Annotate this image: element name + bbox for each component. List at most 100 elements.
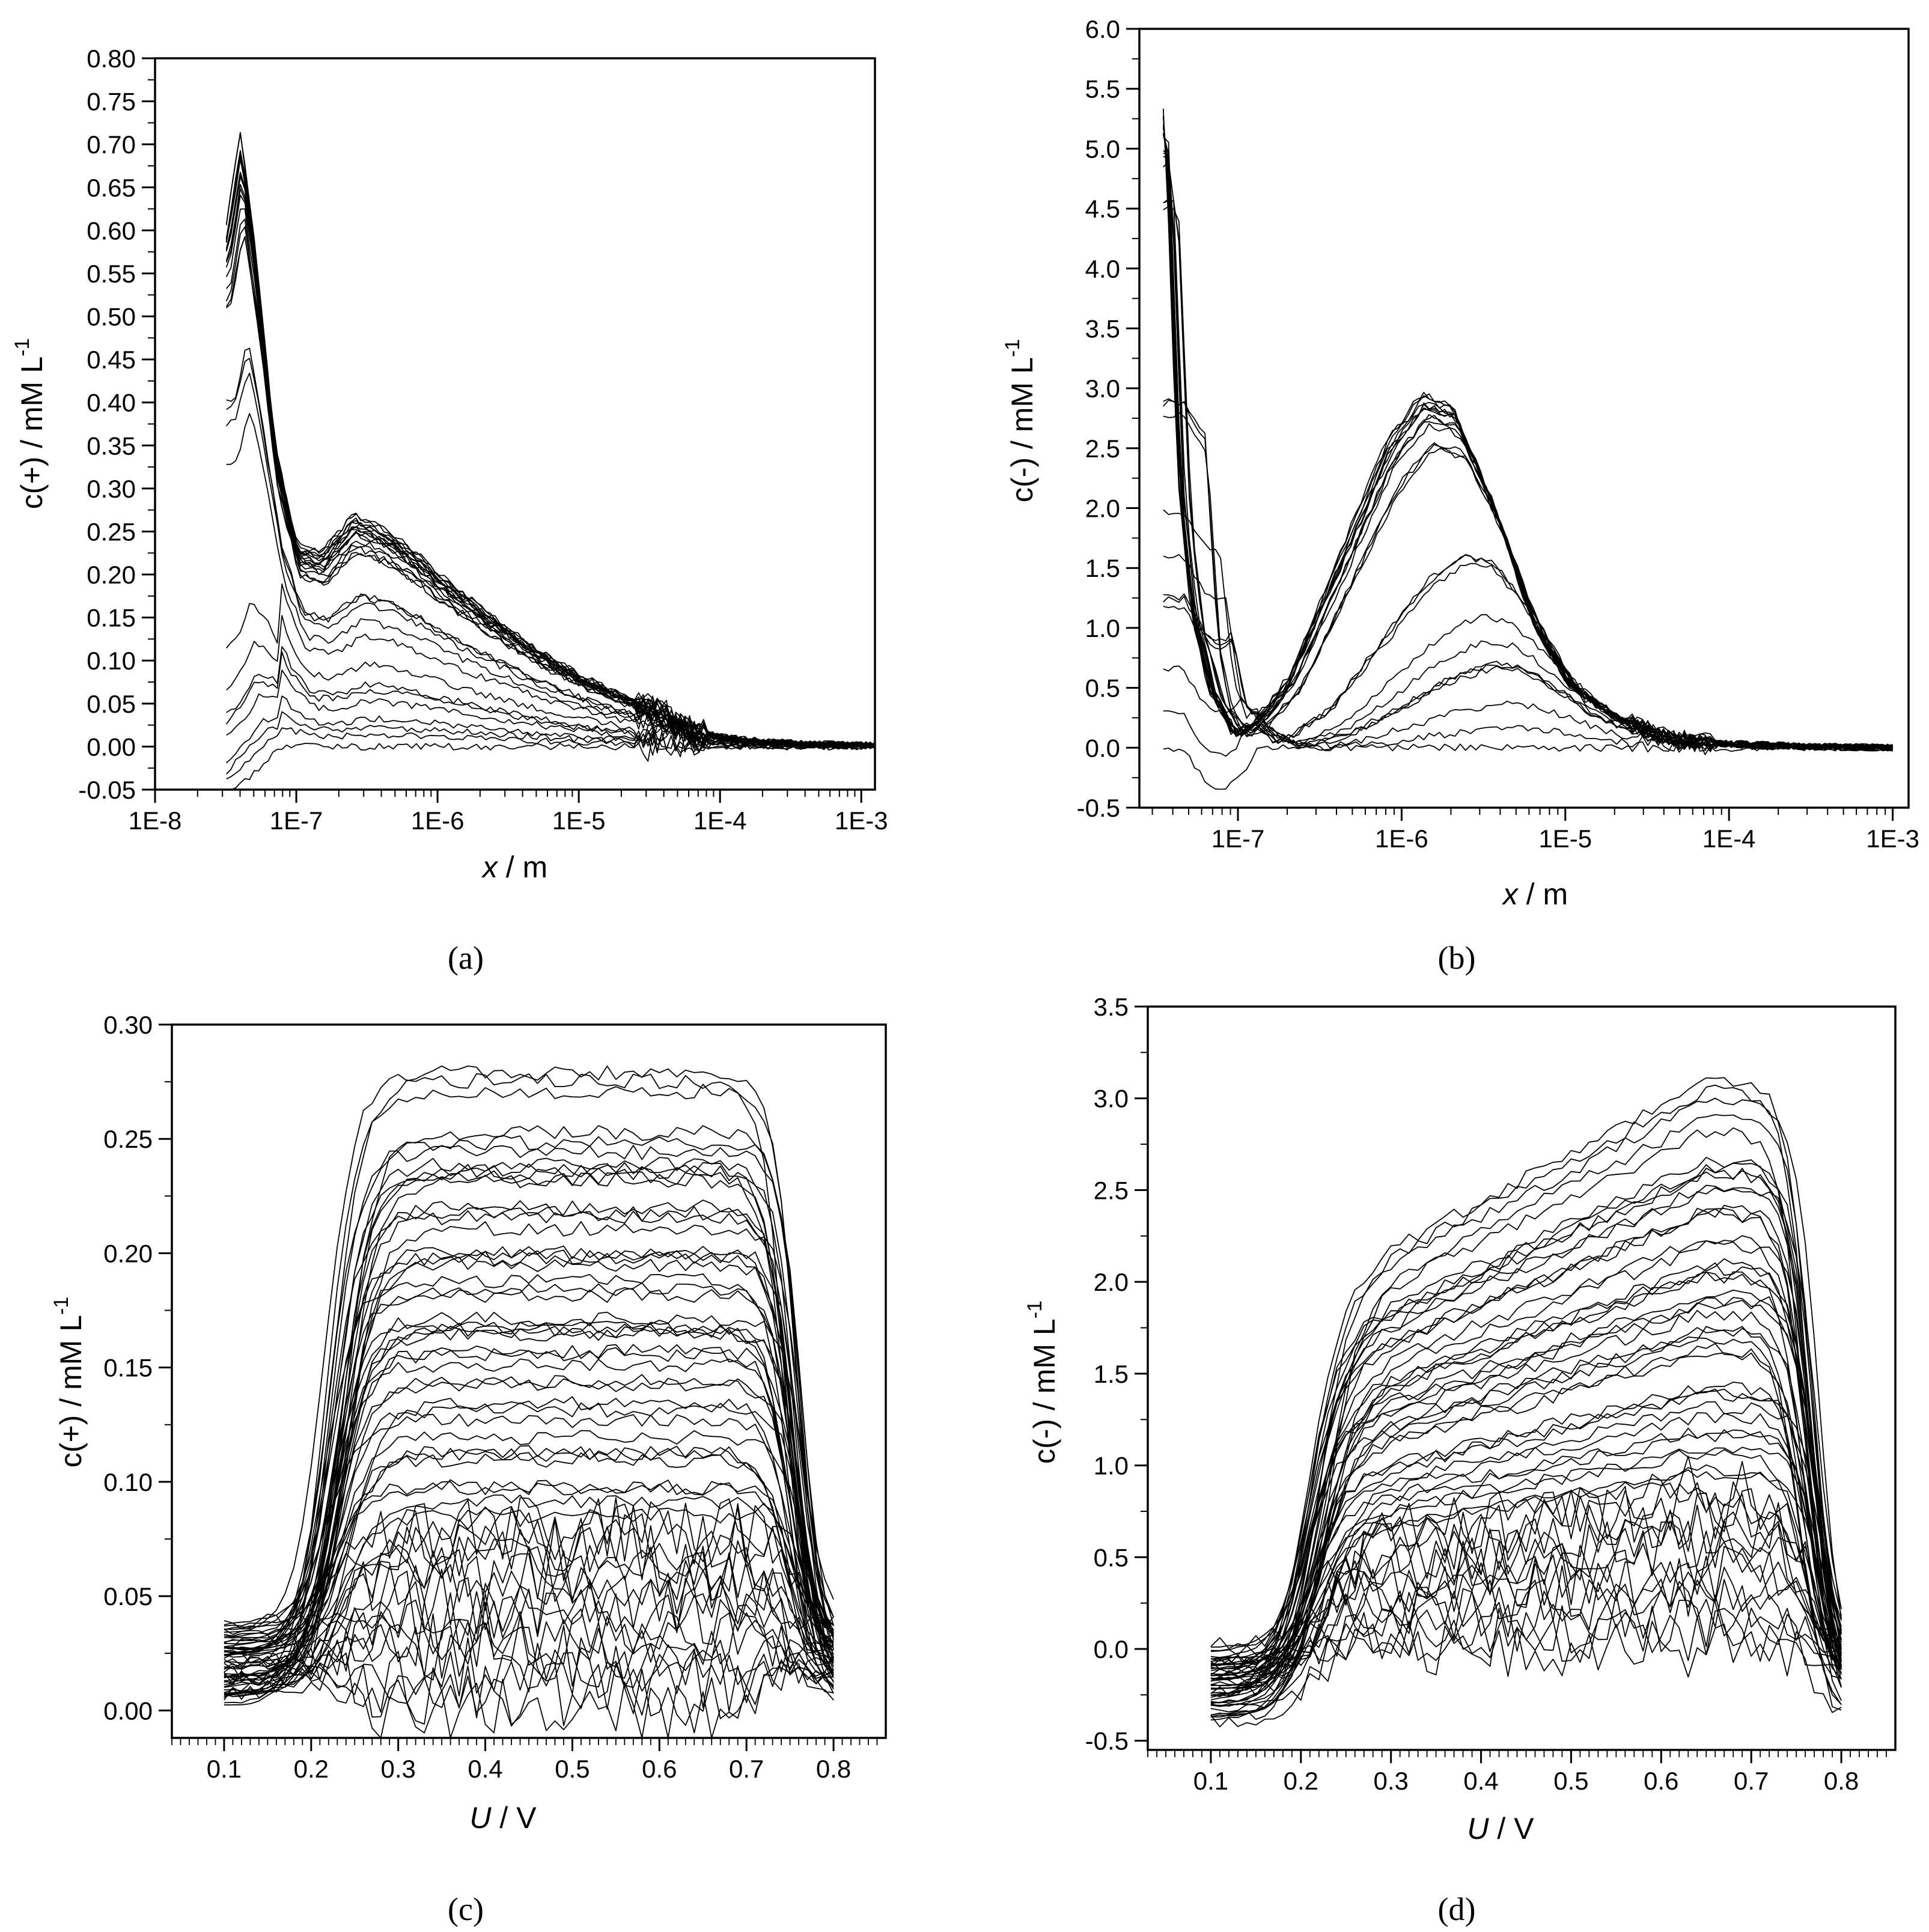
panel-d-series-line bbox=[1210, 1352, 1842, 1669]
panel-d-series-line bbox=[1210, 1114, 1842, 1707]
panel-a-ytick-label: 0.45 bbox=[87, 346, 136, 374]
panel-c-series-line bbox=[224, 1550, 834, 1666]
panel-c-xtick-label: 0.2 bbox=[294, 1755, 329, 1783]
panel-d-ytick-label: 0.5 bbox=[1094, 1543, 1129, 1571]
panel-d-series-line bbox=[1210, 1546, 1842, 1687]
panel-d-series-line bbox=[1210, 1187, 1842, 1669]
panel-a-y-axis-label: c(+) / mM L-1 bbox=[11, 338, 49, 509]
panel-d-xtick-label: 0.6 bbox=[1644, 1767, 1678, 1795]
panel-b-series-line bbox=[1163, 206, 1894, 751]
panel-b-series-line bbox=[1163, 593, 1894, 752]
panel-b-ytick-label: 4.5 bbox=[1085, 195, 1120, 223]
panel-b-ytick-label: 5.5 bbox=[1085, 75, 1120, 103]
panel-a-ytick-label: 0.40 bbox=[87, 389, 136, 417]
panel-a-series-line bbox=[225, 373, 876, 749]
panel-b-ytick-label: 1.5 bbox=[1085, 554, 1120, 582]
panel-c-ytick-label: 0.20 bbox=[103, 1239, 153, 1267]
panel-c-xtick-label: 0.8 bbox=[816, 1755, 851, 1783]
panel-c-series-line bbox=[224, 1125, 834, 1678]
panel-a-series-line bbox=[225, 133, 876, 749]
panel-b-ytick-label: 1.0 bbox=[1085, 614, 1120, 642]
panel-d-series-line bbox=[1210, 1162, 1842, 1696]
panel-c-series-line bbox=[224, 1495, 834, 1657]
panel-c-series-line bbox=[224, 1637, 834, 1700]
panel-c-series-line bbox=[224, 1083, 834, 1687]
panel-a-series-line bbox=[226, 727, 876, 780]
panel-c-series-line bbox=[224, 1145, 834, 1653]
panel-b-series-line bbox=[1163, 150, 1894, 752]
panel-d-series-line bbox=[1210, 1077, 1842, 1671]
panel-d-ytick-label: 1.5 bbox=[1094, 1360, 1129, 1388]
panel-d-series-line bbox=[1210, 1481, 1842, 1668]
panel-d-series-line bbox=[1210, 1482, 1842, 1683]
panel-c-caption: (c) bbox=[448, 1891, 484, 1927]
panel-c-xtick-label: 0.4 bbox=[468, 1755, 502, 1783]
panel-b-series-line bbox=[1163, 198, 1894, 752]
panel-b-series-line bbox=[1163, 596, 1894, 751]
panel-a-series-line bbox=[225, 153, 876, 749]
panel-d-series-line bbox=[1210, 1342, 1842, 1716]
panel-b-ytick-label: 0.0 bbox=[1085, 734, 1120, 762]
panel-b-series-line bbox=[1163, 200, 1893, 750]
panel-b-xtick-label: 1E-3 bbox=[1866, 824, 1919, 853]
panel-c-series-line bbox=[224, 1430, 834, 1650]
panel-d-ytick-label: 0.0 bbox=[1094, 1635, 1129, 1663]
panel-a-ytick-label: 0.30 bbox=[87, 475, 136, 503]
panel-c-ytick-label: 0.00 bbox=[103, 1696, 153, 1725]
panel-b-ytick-label: 2.0 bbox=[1085, 495, 1120, 523]
panel-c-series-line bbox=[224, 1065, 834, 1633]
panel-d-series-line bbox=[1210, 1271, 1842, 1676]
panel-c-series-line bbox=[224, 1413, 834, 1638]
panel-d-series-line bbox=[1210, 1208, 1842, 1681]
panel-d-series-line bbox=[1210, 1579, 1842, 1728]
panel-b-curves bbox=[1162, 108, 1894, 790]
panel-a-ytick-label: 0.70 bbox=[87, 130, 136, 159]
panel-a-ticks: -0.05 0.00 0.05 0.10 0.15 0.20 0.25 0.30 0.35 0.4… bbox=[78, 44, 888, 835]
panel-d-curves bbox=[1210, 1077, 1842, 1728]
panel-b: -0.5 0.0 0.5 1.0 1.5 2.0 2.5 3.0 3.5 4.0 4.5 5.0 5.5… bbox=[1001, 15, 1919, 976]
panel-c-xtick-label: 0.1 bbox=[207, 1755, 242, 1783]
panel-d-series-line bbox=[1210, 1297, 1842, 1697]
panel-b-x-axis-label: x / m bbox=[1502, 877, 1568, 911]
panel-a-caption: (a) bbox=[448, 940, 484, 976]
panel-b-series-line bbox=[1163, 156, 1894, 752]
panel-a-series-line bbox=[226, 731, 876, 790]
panel-d-series-line bbox=[1210, 1309, 1842, 1707]
panel-c-series-line bbox=[224, 1507, 834, 1651]
panel-c-series-line bbox=[224, 1311, 834, 1624]
panel-c-series-line bbox=[224, 1251, 834, 1648]
panel-c-ytick-label: 0.05 bbox=[103, 1582, 153, 1611]
panel-a-xtick-label: 1E-8 bbox=[129, 806, 182, 835]
panel-a-series-line bbox=[225, 208, 876, 748]
panel-a-series-line bbox=[225, 132, 876, 748]
panel-a-series-line bbox=[225, 158, 876, 748]
panel-d-series-line bbox=[1210, 1297, 1842, 1652]
panel-c-ytick-label: 0.15 bbox=[103, 1354, 153, 1382]
panel-c-series-line bbox=[224, 1446, 834, 1627]
panel-d-series-line bbox=[1210, 1085, 1842, 1704]
panel-a-series-line bbox=[226, 711, 876, 775]
panel-d-series-line bbox=[1210, 1208, 1842, 1704]
panel-d-series-line bbox=[1210, 1446, 1842, 1666]
panel-a-ytick-label: 0.75 bbox=[87, 88, 136, 116]
panel-a-ytick-label: 0.10 bbox=[87, 647, 136, 675]
panel-d: -0.5 0.0 0.5 1.0 1.5 2.0 2.5 3.0 3.5 0.1 0.2 0.3 0.4… bbox=[1023, 993, 1897, 1927]
panel-a-xtick-label: 1E-6 bbox=[411, 806, 465, 835]
panel-b-series-line bbox=[1162, 115, 1893, 751]
panel-c-xtick-label: 0.5 bbox=[555, 1755, 590, 1783]
panel-b-ytick-label: 2.5 bbox=[1085, 434, 1120, 463]
panel-c-series-line bbox=[224, 1135, 834, 1695]
panel-b-ytick-label: 0.5 bbox=[1085, 674, 1120, 702]
panel-d-ytick-label: -0.5 bbox=[1085, 1727, 1129, 1755]
panel-a-ytick-label: 0.60 bbox=[87, 216, 136, 245]
panel-a-ytick-label: -0.05 bbox=[78, 776, 136, 804]
panel-c-series-line bbox=[224, 1601, 834, 1686]
panel-d-ytick-label: 1.0 bbox=[1094, 1452, 1129, 1480]
panel-c-series-line bbox=[224, 1648, 834, 1716]
panel-c-ytick-label: 0.30 bbox=[103, 1011, 153, 1039]
panel-b-xtick-label: 1E-5 bbox=[1538, 824, 1592, 853]
panel-d-ytick-label: 2.0 bbox=[1094, 1268, 1129, 1296]
panel-b-ytick-label: 3.5 bbox=[1085, 314, 1120, 343]
panel-d-x-axis-label: U / V bbox=[1467, 1812, 1534, 1845]
panel-a-ytick-label: 0.65 bbox=[87, 174, 136, 202]
